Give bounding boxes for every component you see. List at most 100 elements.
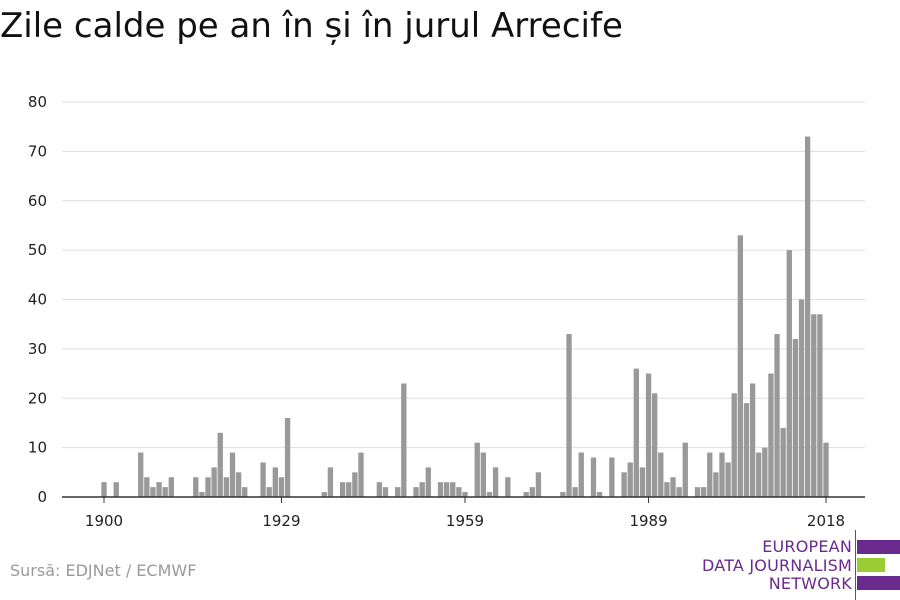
bar-1915	[193, 477, 199, 497]
logo-divider	[855, 530, 856, 600]
bar-1927	[266, 487, 272, 498]
bar-1929	[278, 477, 285, 497]
bar-1922	[235, 472, 242, 497]
edjnet-logo: EUROPEAN DATA JOURNALISM NETWORK	[700, 530, 900, 600]
bar-1921	[229, 452, 236, 497]
bar-2015	[804, 136, 811, 497]
bar-2002	[725, 462, 731, 497]
bar-1959	[462, 492, 468, 497]
bar-2003	[731, 393, 737, 497]
bar-1908	[150, 487, 156, 498]
bar-2018	[823, 442, 829, 497]
bar-1989	[645, 373, 652, 497]
bar-2008	[762, 447, 768, 498]
y-tick-label-2: 20	[28, 389, 47, 407]
bar-1990	[652, 393, 658, 497]
bar-1993	[670, 477, 676, 497]
bar-1986	[627, 462, 633, 497]
bar-1962	[480, 452, 487, 497]
bar-1999	[707, 452, 713, 497]
bar-2001	[719, 452, 725, 497]
bar-1936	[321, 492, 327, 497]
bar-2004	[737, 235, 743, 497]
bar-1980	[590, 457, 597, 497]
bar-1909	[156, 482, 162, 497]
bar-2005	[743, 403, 750, 497]
bar-1930	[284, 418, 291, 497]
y-tick-label-5: 50	[28, 241, 47, 259]
source-note: Sursă: EDJNet / ECMWF	[10, 561, 197, 580]
bar-1945	[376, 482, 382, 497]
bar-1906	[138, 452, 144, 497]
bar-1983	[609, 457, 615, 497]
bar-1969	[523, 492, 529, 497]
x-tick-label-3: 1989	[629, 512, 667, 530]
bar-1978	[578, 452, 584, 497]
bar-1919	[217, 432, 223, 497]
bar-1918	[211, 467, 217, 498]
y-tick-label-8: 80	[28, 93, 47, 111]
bar-2007	[756, 452, 762, 497]
bar-1955	[437, 482, 444, 497]
logo-line-network: NETWORK	[768, 574, 852, 593]
bar-1911	[168, 477, 174, 497]
logo-line-european: EUROPEAN	[762, 537, 852, 556]
logo-bar-purple-top	[857, 540, 900, 554]
bar-2012	[786, 250, 792, 498]
bar-1917	[205, 477, 211, 497]
bar-1942	[358, 452, 364, 497]
bar-1920	[223, 477, 230, 497]
bar-1923	[242, 487, 248, 498]
y-tick-label-7: 70	[28, 142, 47, 160]
bar-1937	[327, 467, 334, 498]
x-tick-label-1: 1929	[262, 512, 300, 530]
bar-2010	[774, 334, 780, 497]
x-tick-label-0: 1900	[85, 512, 123, 530]
bar-2017	[817, 314, 823, 497]
bar-1916	[199, 492, 205, 497]
bar-1988	[639, 467, 646, 498]
y-tick-label-3: 30	[28, 340, 47, 358]
bar-1949	[401, 383, 407, 497]
bar-1976	[566, 334, 572, 497]
y-tick-label-6: 60	[28, 192, 47, 210]
logo-bar-purple-bottom	[857, 576, 900, 590]
bar-1900	[101, 482, 107, 497]
y-tick-label-0: 0	[37, 488, 47, 506]
bar-1995	[682, 442, 688, 497]
bar-1948	[395, 487, 401, 498]
bar-1956	[443, 482, 450, 497]
bar-1952	[419, 482, 425, 497]
x-tick-label-2: 1959	[446, 512, 484, 530]
x-tick-label-4: 2018	[807, 512, 845, 530]
logo-line-data-journalism: DATA JOURNALISM	[702, 556, 852, 575]
bar-1987	[633, 368, 639, 498]
bar-1981	[596, 492, 603, 497]
bar-1966	[505, 477, 511, 497]
bar-1926	[260, 462, 266, 497]
bar-1951	[413, 487, 419, 498]
bar-1957	[450, 482, 456, 497]
bar-2009	[768, 373, 774, 497]
bar-1928	[272, 467, 278, 498]
bar-1994	[676, 487, 682, 498]
bar-1963	[486, 492, 493, 497]
chart-title: Zile calde pe an în și în jurul Arrecife	[0, 6, 623, 46]
bar-2013	[792, 339, 799, 497]
bar-1985	[621, 472, 627, 497]
bar-1961	[474, 442, 480, 497]
bar-1991	[658, 452, 664, 497]
bar-1910	[162, 487, 168, 498]
bar-1998	[700, 487, 707, 498]
bar-1939	[339, 482, 346, 497]
bar-1997	[694, 487, 701, 498]
bar-1971	[535, 472, 542, 497]
bar-2014	[798, 299, 805, 497]
bar-2016	[811, 314, 817, 497]
bar-2000	[713, 472, 719, 497]
bar-1992	[664, 482, 670, 497]
bar-1940	[346, 482, 352, 497]
bar-2011	[780, 427, 786, 498]
bar-1907	[144, 477, 150, 497]
